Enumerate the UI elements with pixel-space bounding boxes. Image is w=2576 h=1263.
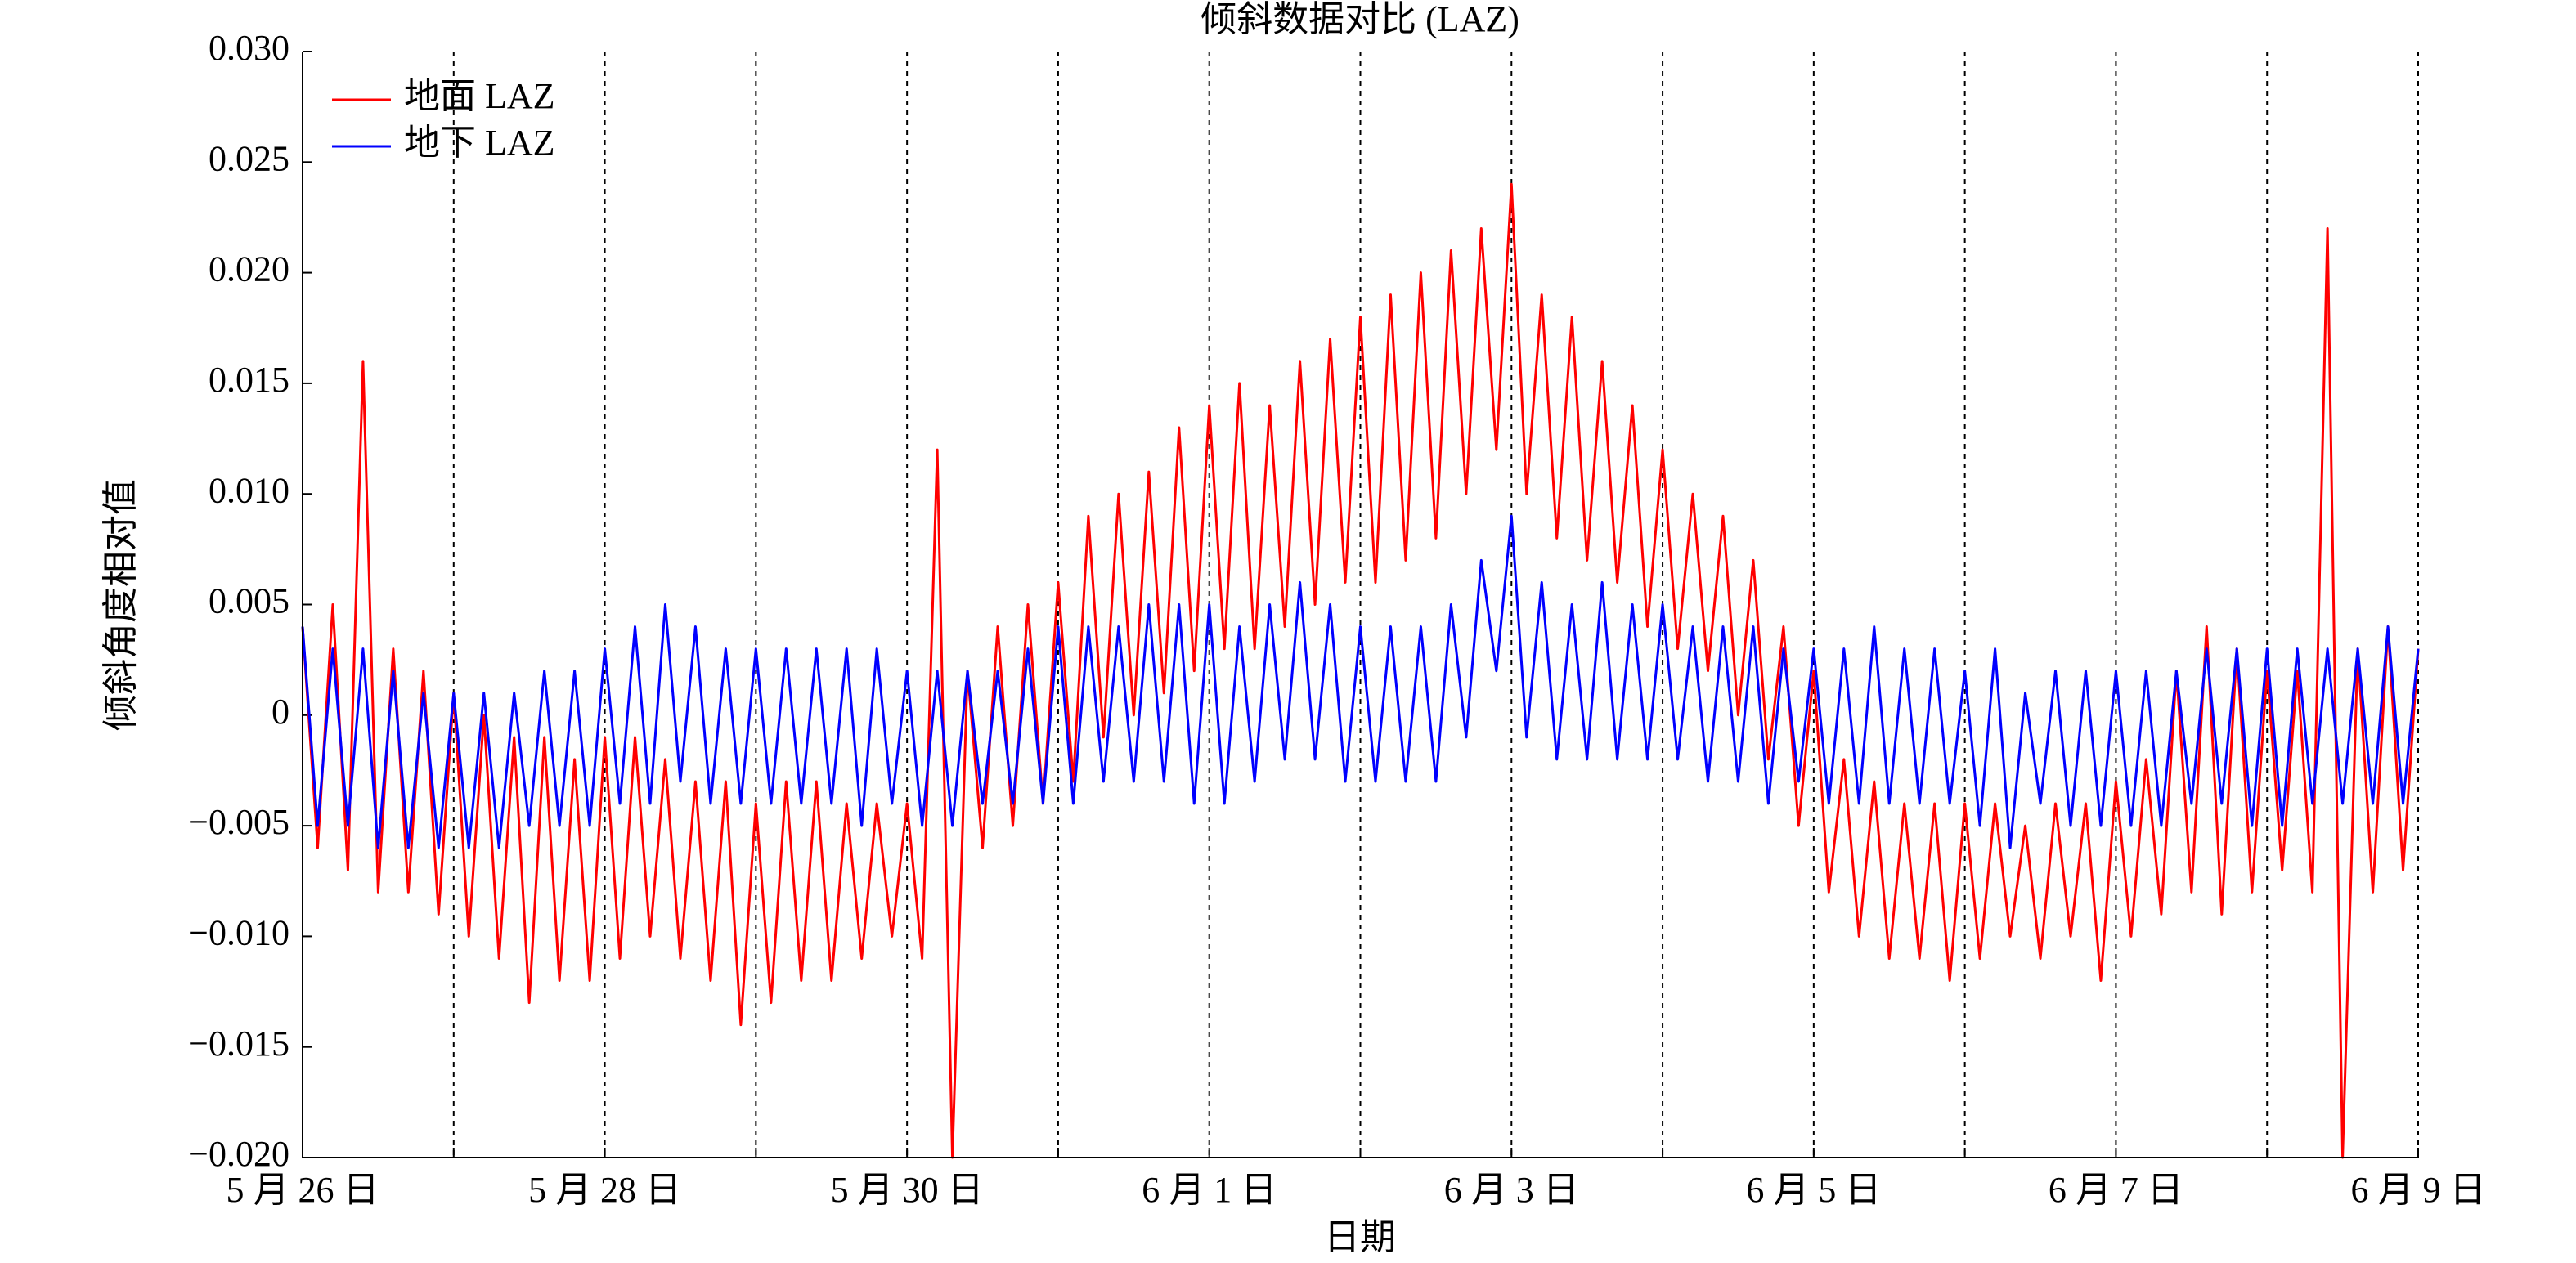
y-tick-label: 0 xyxy=(272,692,289,732)
data-line xyxy=(301,182,2420,1159)
y-tick-label: −0.020 xyxy=(188,1134,289,1174)
legend-label: 地下 LAZ xyxy=(404,123,555,163)
y-tick-label: −0.015 xyxy=(188,1023,289,1064)
y-axis-label: 倾斜角度相对值 xyxy=(101,479,141,731)
legend-label: 地面 LAZ xyxy=(404,76,555,116)
y-tick-label: −0.005 xyxy=(188,802,289,842)
y-tick-label: 0.005 xyxy=(209,581,289,621)
x-tick-label: 6 月 7 日 xyxy=(2049,1170,2183,1210)
y-tick-label: 0.020 xyxy=(209,249,289,289)
y-tick-label: 0.010 xyxy=(209,470,289,510)
y-tick-label: 0.025 xyxy=(209,138,289,178)
data-line xyxy=(301,514,2420,849)
y-tick-label: 0.030 xyxy=(209,28,289,68)
x-tick-label: 5 月 28 日 xyxy=(528,1170,681,1210)
y-tick-label: 0.015 xyxy=(209,360,289,400)
x-tick-label: 6 月 1 日 xyxy=(1142,1170,1277,1210)
x-tick-label: 5 月 26 日 xyxy=(227,1170,379,1210)
x-tick-label: 6 月 5 日 xyxy=(1746,1170,1881,1210)
y-tick-label: −0.010 xyxy=(188,912,289,952)
chart-title: 倾斜数据对比 (LAZ) xyxy=(1200,0,1519,39)
x-tick-label: 6 月 3 日 xyxy=(1444,1170,1579,1210)
x-tick-label: 6 月 9 日 xyxy=(2351,1170,2486,1210)
x-tick-label: 5 月 30 日 xyxy=(831,1170,984,1210)
x-axis-label: 日期 xyxy=(1324,1217,1396,1257)
